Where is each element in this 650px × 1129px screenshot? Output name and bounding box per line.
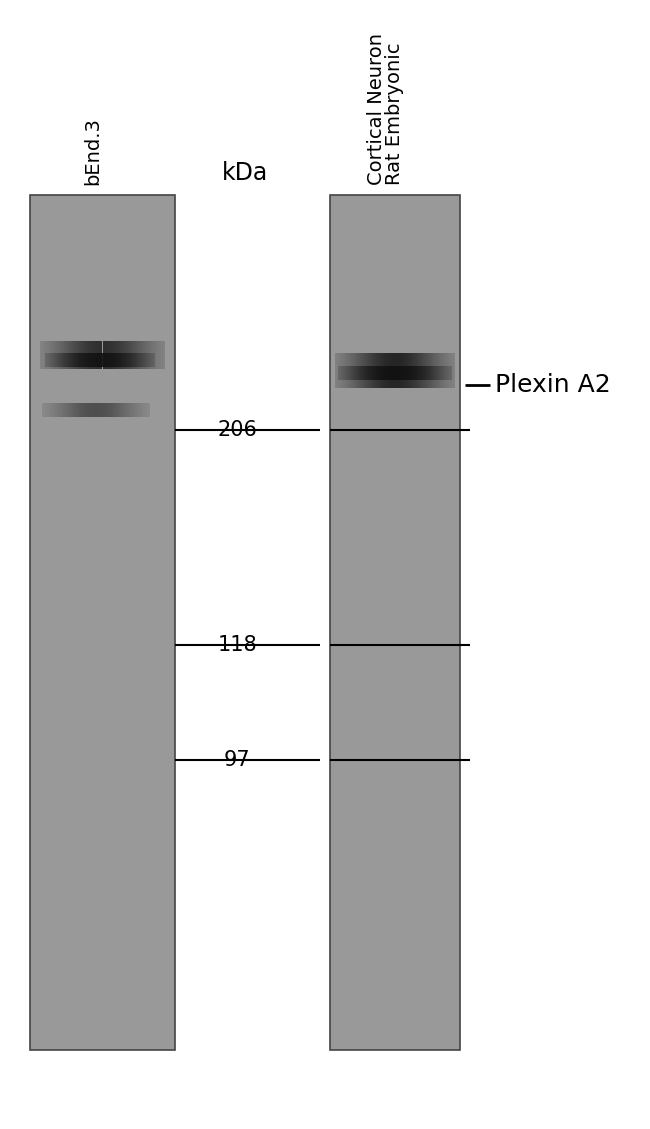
- Text: kDa: kDa: [222, 161, 268, 185]
- Text: 118: 118: [217, 634, 257, 655]
- Text: bEnd.3: bEnd.3: [83, 117, 103, 185]
- Text: Rat Embryonic: Rat Embryonic: [385, 43, 404, 185]
- Text: Plexin A2: Plexin A2: [495, 373, 611, 397]
- Text: 97: 97: [224, 750, 250, 770]
- Bar: [330, 195, 460, 1050]
- Bar: [30, 195, 175, 1050]
- Text: Cortical Neuron: Cortical Neuron: [367, 33, 386, 185]
- Text: 206: 206: [217, 420, 257, 440]
